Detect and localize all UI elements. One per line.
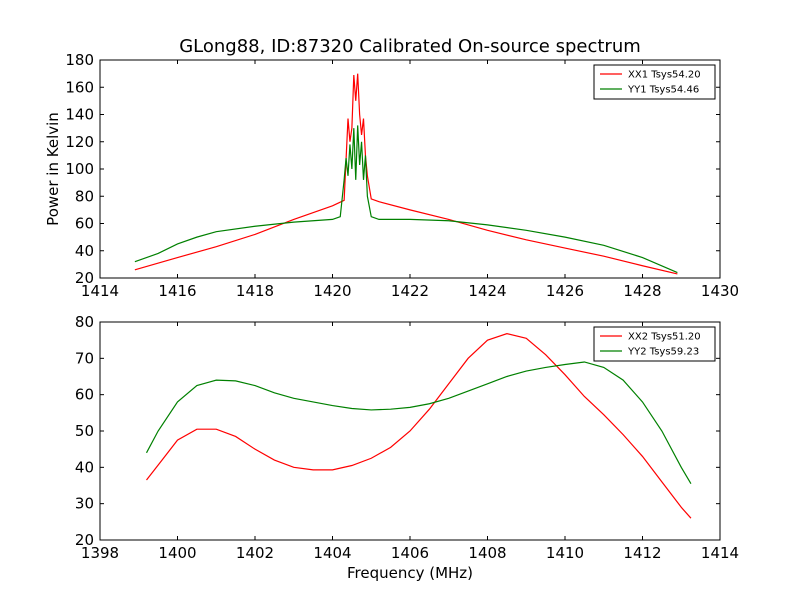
x-tick-label: 1422 [391,282,429,300]
y-tick-label: 180 [65,51,94,69]
x-tick-label: 1412 [623,544,661,562]
x-tick-label: 1408 [468,544,506,562]
legend-label: XX2 Tsys51.20 [628,332,701,343]
x-tick-label: 1406 [391,544,429,562]
series-line-2 [145,361,692,484]
x-tick-label: 1404 [313,544,351,562]
y-tick-label: 20 [75,269,94,287]
legend-box [593,64,716,100]
x-tick-label: 1430 [701,282,739,300]
x-axis-label: Frequency (MHz) [347,564,473,582]
y-tick-label: 30 [75,495,94,513]
x-tick-label: 1426 [546,282,584,300]
x-tick-label: 1402 [236,544,274,562]
legend-label: YY2 Tsys59.23 [627,347,699,358]
y-tick-label: 140 [65,106,94,124]
y-tick-label: 20 [75,531,94,549]
series-line-1 [146,333,692,519]
series-line-2 [134,125,678,274]
x-tick-label: 1416 [158,282,196,300]
y-tick-label: 40 [75,458,94,476]
y-axis-label: Power in Kelvin [44,112,62,226]
top-chart: 1414 1416 1418 1420 1422 1424 1426 1428 1430 20 40… [44,36,739,300]
y-tick-label: 50 [75,422,94,440]
legend-label: YY1 Tsys54.46 [627,85,699,96]
x-tick-label: 1410 [546,544,584,562]
y-tick-label: 160 [65,78,94,96]
x-tick-label: 1414 [701,544,739,562]
bottom-chart: 1398 1400 1402 1404 1406 1408 1410 1412 1414 20 30… [75,313,739,582]
x-tick-label: 1428 [623,282,661,300]
y-tick-label: 120 [65,133,94,151]
legend-box [593,326,716,362]
y-tick-label: 40 [75,242,94,260]
series-line-1 [134,73,678,275]
chart-title: GLong88, ID:87320 Calibrated On-source s… [179,36,641,57]
y-tick-label: 60 [75,215,94,233]
x-tick-label: 1398 [81,544,119,562]
x-tick-label: 1420 [313,282,351,300]
x-tick-label: 1400 [158,544,196,562]
x-tick-label: 1414 [81,282,119,300]
legend-label: XX1 Tsys54.20 [628,70,701,81]
y-tick-label: 80 [75,187,94,205]
x-tick-label: 1418 [236,282,274,300]
y-tick-label: 100 [65,160,94,178]
y-tick-label: 60 [75,386,94,404]
x-tick-label: 1424 [468,282,506,300]
y-tick-label: 80 [75,313,94,331]
y-tick-label: 70 [75,349,94,367]
